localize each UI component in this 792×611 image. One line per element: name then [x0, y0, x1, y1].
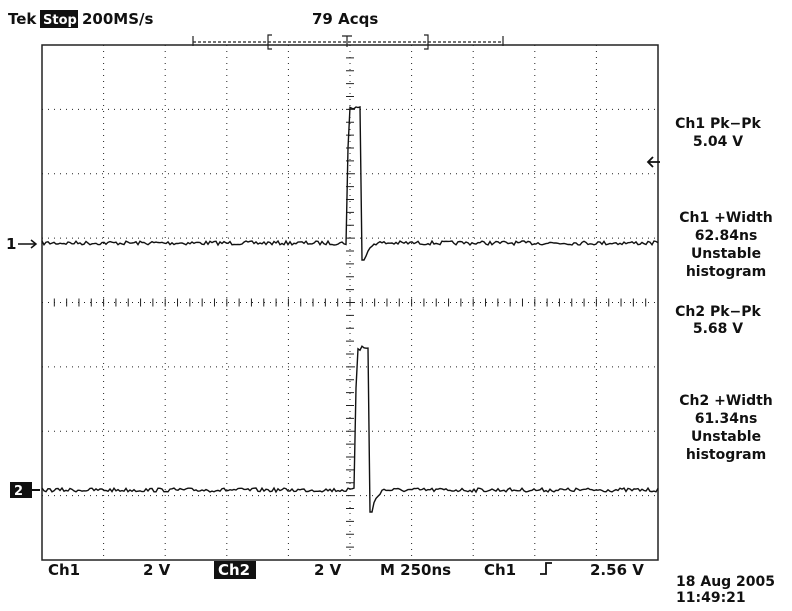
trigger-slope [540, 562, 552, 575]
ch2-scale: 2 V [314, 561, 342, 579]
measurement-value: 5.68 V [693, 321, 743, 337]
measurement-value: 62.84ns [695, 228, 758, 244]
ch1-marker: 1 [6, 235, 16, 253]
brand: Tek [8, 10, 37, 28]
waveform [41, 345, 659, 513]
ch2-marker: 2 [14, 484, 23, 499]
ch1-scale: 2 V [143, 561, 171, 579]
measurement-label: Ch2 +Width [679, 393, 773, 409]
trigger-source: Ch1 [484, 561, 516, 579]
measurement-value: 5.04 V [693, 134, 743, 150]
ch1-label: Ch1 [48, 561, 80, 579]
state: Stop [43, 13, 77, 28]
measurement-status: Unstable [691, 246, 761, 262]
state-badge [40, 10, 78, 28]
trigger-level-arrow [646, 156, 660, 168]
ch2-marker-badge [10, 482, 32, 498]
time: 11:49:21 [676, 590, 746, 606]
measurement-value: 61.34ns [695, 411, 758, 427]
date: 18 Aug 2005 [676, 574, 775, 590]
measurement-label: Ch1 +Width [679, 210, 773, 226]
acquisitions: 79 Acqs [312, 10, 378, 28]
measurement-label: Ch1 Pk−Pk [675, 116, 761, 132]
measurement-note: histogram [686, 447, 766, 463]
waveforms [41, 105, 659, 513]
measurement-note: histogram [686, 264, 766, 280]
graticule [41, 44, 659, 561]
waveform [41, 105, 659, 261]
trigger-level: 2.56 V [590, 561, 644, 579]
ch2-label: Ch2 [218, 561, 250, 579]
timebase: M 250ns [380, 561, 451, 579]
ch2-badge [214, 561, 256, 579]
sample-rate: 200MS/s [82, 10, 154, 28]
ch1-arrow [18, 239, 38, 249]
measurement-label: Ch2 Pk−Pk [675, 304, 761, 320]
measurement-status: Unstable [691, 429, 761, 445]
